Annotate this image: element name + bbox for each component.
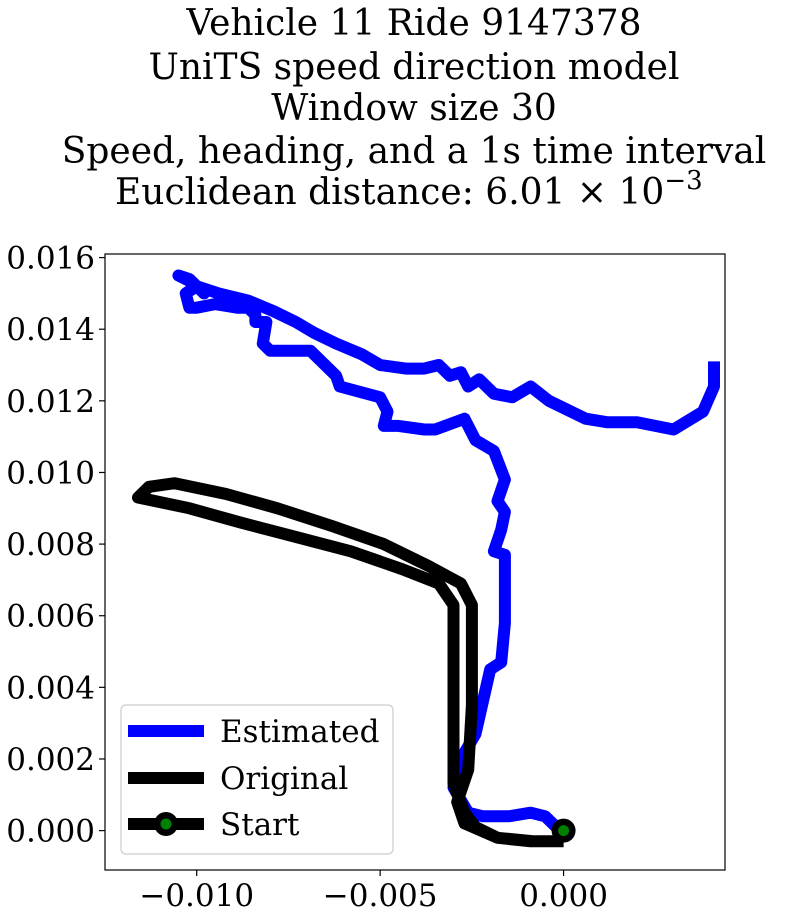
- title-exponent: −3: [664, 166, 702, 196]
- title-line-4: Speed, heading, and a 1s time interval: [62, 131, 767, 172]
- legend-label-original: Original: [220, 761, 348, 797]
- series-line-original: [132, 477, 564, 848]
- legend-label-start: Start: [220, 807, 300, 843]
- axes: −0.010 −0.005 0.000 0.000 0.002 0.004 0.006 0.0…: [6, 241, 726, 914]
- title-line-3: Window size 30: [271, 88, 557, 129]
- y-tick-label: 0.014: [6, 312, 95, 348]
- y-tick-label: 0.002: [6, 742, 95, 778]
- title-line-1: Vehicle 11 Ride 9147378: [185, 3, 641, 44]
- plot-frame: [104, 253, 726, 871]
- legend-label-estimated: Estimated: [220, 714, 379, 750]
- x-tick-label: −0.010: [139, 878, 254, 914]
- start-marker: [558, 825, 570, 837]
- title-distance-text: Euclidean distance: 6.01 × 10: [115, 172, 664, 213]
- y-tick-label: 0.004: [6, 670, 95, 706]
- series-line-estimated: [172, 269, 720, 839]
- legend-box: [120, 704, 394, 855]
- y-tick-label: 0.008: [6, 527, 95, 563]
- legend-marker: [160, 818, 172, 830]
- plot-area: [132, 269, 720, 848]
- y-tick-label: 0.010: [6, 455, 95, 491]
- y-tick-label: 0.016: [6, 241, 95, 277]
- y-tick-label: 0.006: [6, 599, 95, 635]
- x-tick-label: 0.000: [519, 878, 608, 914]
- y-tick-label: 0.012: [6, 384, 95, 420]
- title-line-2: UniTS speed direction model: [149, 47, 680, 88]
- chart-title: Vehicle 11 Ride 9147378 UniTS speed dire…: [62, 3, 767, 213]
- y-tick-label: 0.000: [6, 814, 95, 850]
- x-tick-label: −0.005: [323, 878, 438, 914]
- title-line-5: Euclidean distance: 6.01 × 10−3: [115, 166, 703, 213]
- legend: Estimated Original Start: [120, 704, 394, 855]
